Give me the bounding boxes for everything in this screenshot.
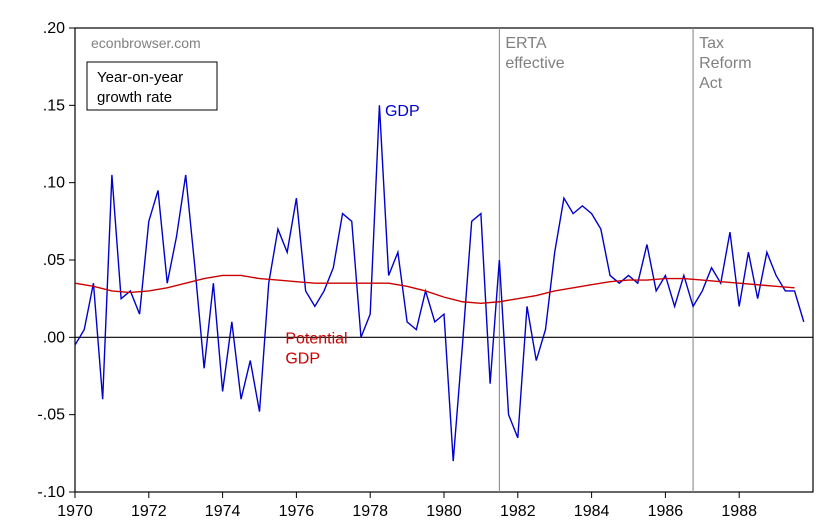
x-tick-label: 1970 bbox=[57, 503, 93, 520]
legend-text: Year-on-year bbox=[97, 69, 183, 86]
y-tick-label: .10 bbox=[43, 175, 65, 192]
series-label: GDP bbox=[385, 103, 420, 120]
vline-label: ERTA bbox=[505, 35, 547, 52]
vline-label: Reform bbox=[699, 55, 751, 72]
legend-text: growth rate bbox=[97, 89, 172, 106]
y-tick-label: .15 bbox=[43, 97, 65, 114]
y-tick-label: .00 bbox=[43, 329, 65, 346]
source-label: econbrowser.com bbox=[91, 35, 201, 51]
x-tick-label: 1984 bbox=[574, 503, 610, 520]
x-tick-label: 1976 bbox=[279, 503, 315, 520]
series-label: Potential bbox=[285, 331, 347, 348]
gdp-growth-chart: -.10 -.05 .00 .05 .10 .15 .20 1970 1972 1974 1976 1… bbox=[0, 0, 835, 532]
x-tick-label: 1986 bbox=[648, 503, 684, 520]
x-tick-label: 1972 bbox=[131, 503, 167, 520]
vline-label: Tax bbox=[699, 35, 724, 52]
x-tick-label: 1974 bbox=[205, 503, 241, 520]
x-tick-label: 1988 bbox=[721, 503, 757, 520]
x-tick-label: 1982 bbox=[500, 503, 536, 520]
x-tick-label: 1980 bbox=[426, 503, 462, 520]
chart-container: -.10 -.05 .00 .05 .10 .15 .20 1970 1972 1974 1976 1… bbox=[0, 0, 835, 532]
series-label: GDP bbox=[285, 351, 320, 368]
x-tick-label: 1978 bbox=[352, 503, 388, 520]
y-tick-label: -.05 bbox=[37, 407, 65, 424]
vline-label: effective bbox=[505, 55, 564, 72]
y-tick-label: -.10 bbox=[37, 484, 65, 501]
y-tick-label: .05 bbox=[43, 252, 65, 269]
y-tick-label: .20 bbox=[43, 20, 65, 37]
vline-label: Act bbox=[699, 75, 723, 92]
